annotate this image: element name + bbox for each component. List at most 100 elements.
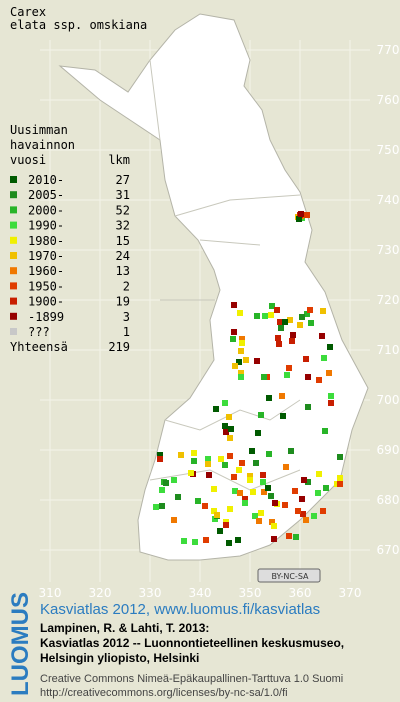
- observation-square: [232, 488, 238, 494]
- grid-label: 710: [377, 343, 400, 357]
- observation-square: [153, 504, 159, 510]
- observation-square: [293, 534, 299, 540]
- observation-square: [301, 477, 307, 483]
- observation-square: [261, 374, 267, 380]
- observation-square: [305, 404, 311, 410]
- observation-square: [188, 470, 194, 476]
- observation-square: [253, 460, 259, 466]
- observation-square: [181, 538, 187, 544]
- observation-square: [337, 481, 343, 487]
- observation-square: [238, 374, 244, 380]
- observation-square: [288, 448, 294, 454]
- observation-square: [321, 355, 327, 361]
- observation-square: [247, 477, 253, 483]
- legend-label: -1899: [28, 310, 64, 324]
- grid-label: 680: [377, 493, 400, 507]
- observation-square: [300, 511, 306, 517]
- legend-heading: havainnon: [10, 138, 75, 152]
- observation-square: [236, 467, 242, 473]
- observation-square: [287, 317, 293, 323]
- grid-label: 700: [377, 393, 400, 407]
- grid-label: 670: [377, 543, 400, 557]
- observation-square: [271, 536, 277, 542]
- observation-square: [256, 518, 262, 524]
- observation-square: [236, 359, 242, 365]
- grid-label: 350: [239, 586, 262, 600]
- observation-square: [230, 336, 236, 342]
- observation-square: [254, 358, 260, 364]
- grid-label: 720: [377, 293, 400, 307]
- legend-swatch: [10, 221, 17, 229]
- observation-square: [289, 338, 295, 344]
- citation: Lampinen, R. & Lahti, T. 2013:: [40, 621, 209, 635]
- observation-square: [222, 400, 228, 406]
- observation-square: [319, 333, 325, 339]
- license: Creative Commons Nimeä-Epäkaupallinen-Ta…: [40, 673, 343, 685]
- grid-label: 730: [377, 243, 400, 257]
- legend-label: ???: [28, 325, 50, 339]
- legend-label: 1960-: [28, 264, 64, 278]
- grid-label: 330: [139, 586, 162, 600]
- observation-square: [296, 216, 302, 222]
- observation-square: [171, 477, 177, 483]
- observation-square: [266, 451, 272, 457]
- license: http://creativecommons.org/licenses/by-n…: [40, 687, 288, 699]
- grid-label: 320: [89, 586, 112, 600]
- observation-square: [252, 513, 258, 519]
- observation-square: [239, 336, 245, 342]
- footer-link[interactable]: Kasviatlas 2012, www.luomus.fi/kasviatla…: [40, 601, 320, 618]
- observation-square: [159, 503, 165, 509]
- observation-square: [266, 395, 272, 401]
- observation-square: [280, 413, 286, 419]
- observation-square: [231, 474, 237, 480]
- observation-square: [222, 423, 228, 429]
- observation-square: [231, 329, 237, 335]
- legend-swatch: [10, 328, 17, 335]
- grid-label: 740: [377, 193, 400, 207]
- grid-label: 360: [289, 586, 312, 600]
- observation-square: [278, 325, 284, 331]
- citation: Helsingin yliopisto, Helsinki: [40, 651, 199, 665]
- observation-square: [303, 517, 309, 523]
- species-title: Carex: [10, 5, 46, 19]
- observation-square: [286, 533, 292, 539]
- legend-label: 1950-: [28, 279, 64, 293]
- observation-square: [261, 489, 267, 495]
- legend-count: 52: [116, 203, 130, 217]
- legend-swatch: [10, 252, 17, 259]
- observation-square: [178, 452, 184, 458]
- legend-swatch: [10, 297, 17, 305]
- observation-square: [337, 475, 343, 481]
- observation-square: [284, 372, 290, 378]
- observation-square: [277, 319, 283, 325]
- observation-square: [223, 522, 229, 528]
- legend-swatch: [10, 282, 17, 290]
- observation-square: [260, 479, 266, 485]
- legend-count: 19: [116, 295, 130, 309]
- observations: [153, 211, 343, 546]
- observation-square: [304, 212, 310, 218]
- observation-square: [206, 472, 212, 478]
- observation-square: [328, 400, 334, 406]
- observation-square: [238, 370, 244, 376]
- species-title: elata ssp. omskiana: [10, 18, 147, 32]
- grid-label: 770: [377, 43, 400, 57]
- observation-square: [320, 508, 326, 514]
- observation-square: [237, 490, 243, 496]
- observation-square: [227, 506, 233, 512]
- observation-square: [175, 494, 181, 500]
- legend: Uusimman havainnon vuosi lkm 2010- 27 2005…: [10, 123, 130, 354]
- observation-square: [211, 486, 217, 492]
- observation-square: [337, 454, 343, 460]
- observation-square: [283, 464, 289, 470]
- observation-square: [292, 488, 298, 494]
- observation-square: [265, 485, 271, 491]
- legend-count: 32: [116, 219, 130, 233]
- grid-label: 310: [39, 586, 62, 600]
- region-borders: [149, 59, 301, 491]
- legend-swatch: [10, 191, 17, 199]
- grid-label: 690: [377, 443, 400, 457]
- observation-square: [238, 348, 244, 354]
- observation-square: [211, 508, 217, 514]
